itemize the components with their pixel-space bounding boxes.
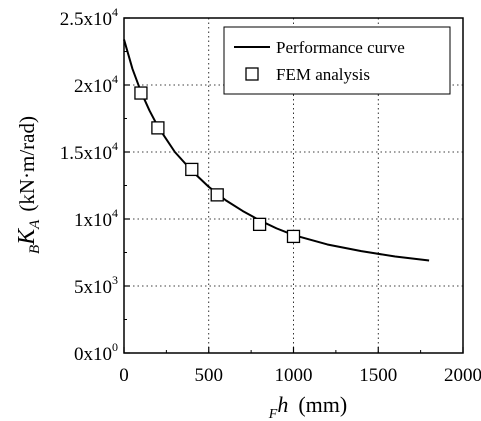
x-tick-label: 0 [119,365,129,386]
legend-box [223,26,451,95]
y-axis-subscript: B [27,245,43,254]
legend-label-fem: FEM analysis [276,65,370,84]
y-tick-label: 2x104 [74,72,118,97]
y-tick-label: 0x100 [74,340,118,365]
legend: Performance curve FEM analysis [223,26,451,95]
legend-label-performance: Performance curve [276,38,405,57]
y-tick-label: 2.5x104 [60,5,118,30]
legend-marker-swatch [245,67,259,81]
x-tick-label: 500 [195,365,224,386]
fem-marker [185,162,199,177]
series-layer [123,39,430,262]
fem-marker [151,121,165,135]
y-tick-label: 1.5x104 [60,139,118,164]
y-tick-labels: 0x100 5x103 1x104 1.5x104 2x104 2.5x104 [60,5,118,365]
plot-frame [123,17,464,354]
x-axis-title: Fh (mm) [268,392,347,421]
x-tick-label: 1000 [275,365,313,386]
fem-marker [210,188,224,202]
x-tick-label: 1500 [359,365,397,386]
x-tick-labels: 0 500 1000 1500 2000 [119,365,481,386]
x-tick-label: 2000 [444,365,481,386]
fem-marker [134,86,148,100]
y-tick-label: 5x103 [74,273,118,298]
y-axis-unit: (kN·m/rad) [15,116,39,212]
fem-marker [286,229,301,244]
performance-curve-line [123,39,430,262]
y-axis-symbol: K [14,227,40,246]
y-axis-title: BKA (kN·m/rad) [14,116,43,254]
fem-marker [252,217,267,232]
y-axis-symbol-subscript: A [27,219,43,230]
x-axis-symbol: h [277,392,288,417]
y-tick-label: 1x104 [74,206,118,231]
x-axis-unit: (mm) [298,392,347,417]
x-axis-subscript: F [268,407,278,421]
